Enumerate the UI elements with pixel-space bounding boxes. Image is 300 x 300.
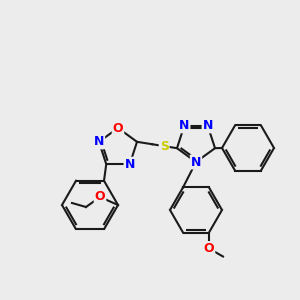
Text: N: N	[124, 158, 135, 171]
Text: N: N	[191, 155, 201, 169]
Text: N: N	[202, 119, 213, 132]
Text: N: N	[179, 119, 189, 132]
Text: N: N	[94, 135, 104, 148]
Text: S: S	[160, 140, 169, 153]
Text: O: O	[95, 190, 105, 203]
Text: O: O	[204, 242, 214, 255]
Text: O: O	[113, 122, 123, 134]
